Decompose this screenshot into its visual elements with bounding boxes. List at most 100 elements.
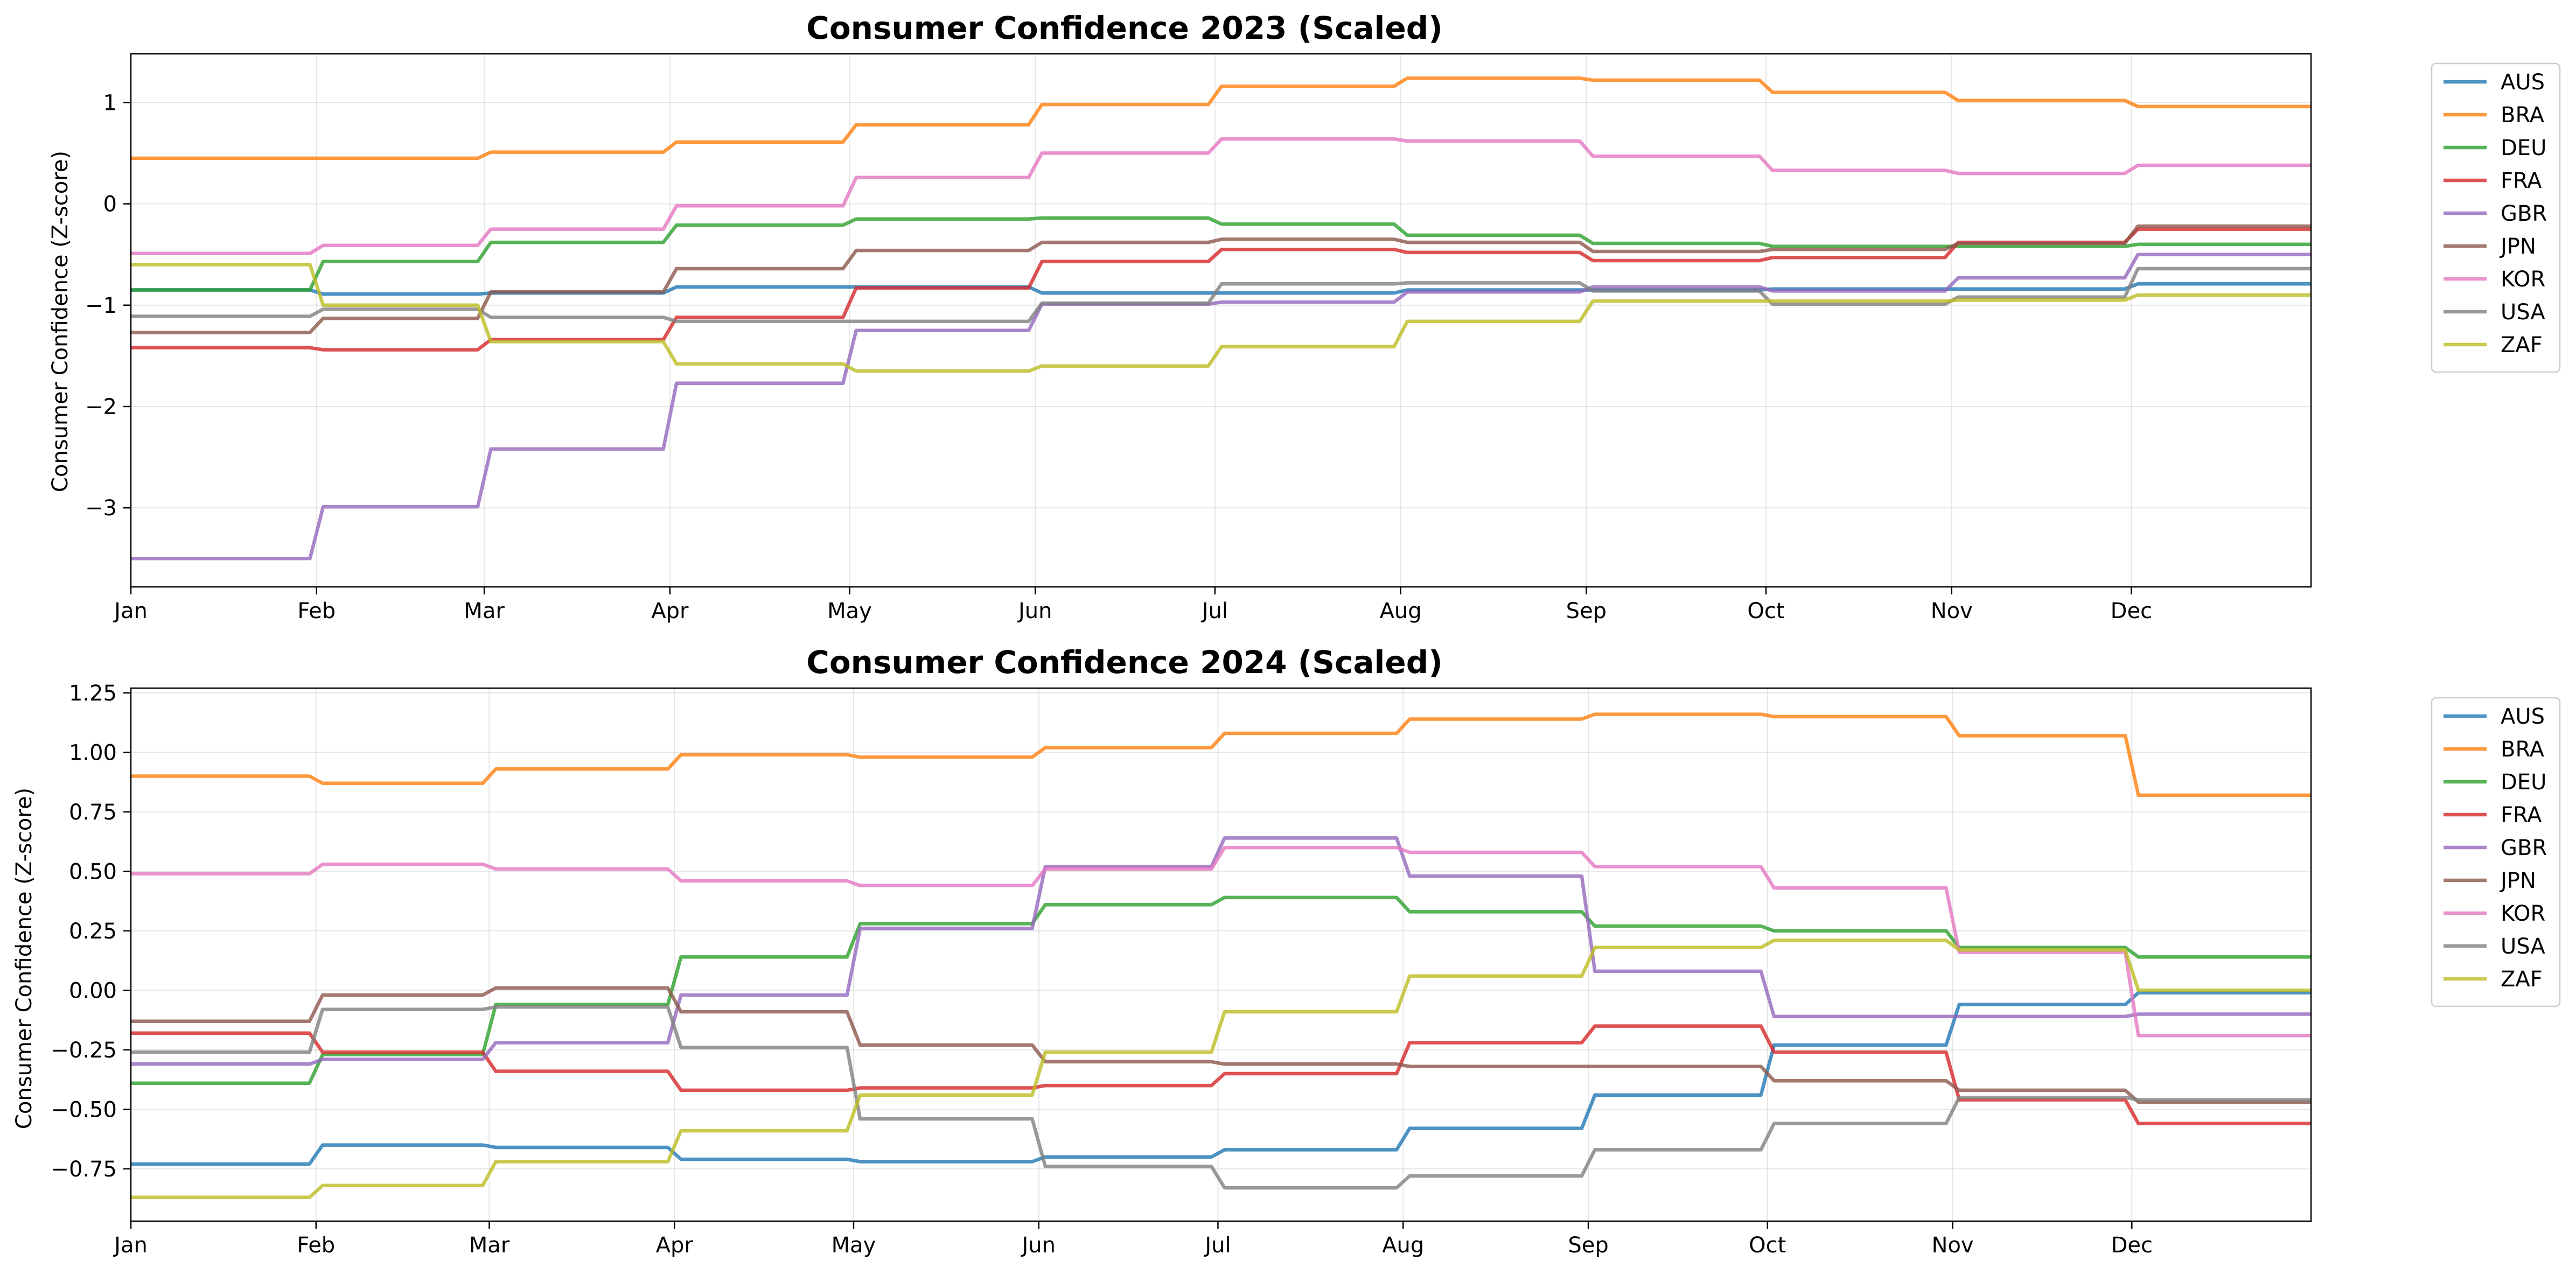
chart-2024: Consumer Confidence 2024 (Scaled) Consum… bbox=[12, 644, 2561, 1258]
y-axis: −0.75 −0.50 −0.25 0.00 0.25 0.50 0.75 1.00 1.25 bbox=[51, 681, 131, 1182]
legend-label: JPN bbox=[2499, 234, 2536, 259]
x-tick-label: Sep bbox=[1566, 599, 1607, 624]
legend-item: FRA bbox=[2444, 803, 2542, 828]
y-tick-label: 1.25 bbox=[69, 681, 117, 706]
legend-label: KOR bbox=[2501, 267, 2545, 292]
legend-item: JPN bbox=[2444, 234, 2536, 259]
x-tick-label: Mar bbox=[464, 599, 505, 624]
legend-label: KOR bbox=[2501, 901, 2545, 926]
y-tick-label: −0.50 bbox=[51, 1097, 117, 1122]
series-line-deu bbox=[131, 216, 2311, 292]
y-tick-label: 0.00 bbox=[69, 978, 117, 1003]
legend-box bbox=[2431, 62, 2561, 373]
chart-title: Consumer Confidence 2024 (Scaled) bbox=[806, 644, 1443, 681]
series-line-usa bbox=[131, 267, 2311, 324]
series-line-aus bbox=[131, 991, 2311, 1166]
legend-label: USA bbox=[2501, 300, 2545, 325]
x-tick-label: Nov bbox=[1932, 1233, 1974, 1258]
legend-item: KOR bbox=[2444, 901, 2545, 926]
legend-label: BRA bbox=[2501, 103, 2545, 128]
legend-item: AUS bbox=[2444, 704, 2545, 729]
x-axis: Jan Feb Mar Apr May Jun Jul Aug Sep Oct Nov Dec bbox=[113, 587, 2152, 624]
legend-label: FRA bbox=[2501, 169, 2542, 193]
series-line-zaf bbox=[131, 938, 2311, 1200]
legend: AUS BRA DEU FRA GBR JPN KOR USA ZAF bbox=[2431, 697, 2561, 1007]
y-tick-label: −0.75 bbox=[51, 1157, 117, 1182]
legend-label: FRA bbox=[2501, 803, 2542, 828]
y-tick-label: −2 bbox=[85, 395, 117, 419]
x-tick-label: May bbox=[827, 599, 872, 624]
x-tick-label: Aug bbox=[1380, 599, 1422, 624]
plot-frame bbox=[130, 53, 2312, 588]
x-tick-label: Mar bbox=[469, 1233, 510, 1258]
x-tick-label: Nov bbox=[1931, 599, 1973, 624]
series-line-fra bbox=[131, 227, 2311, 352]
grid bbox=[130, 54, 2311, 587]
legend-label: JPN bbox=[2499, 868, 2536, 893]
legend-item: JPN bbox=[2444, 868, 2536, 893]
legend-item: BRA bbox=[2444, 103, 2545, 128]
y-tick-label: 0.50 bbox=[69, 859, 117, 884]
series-line-deu bbox=[131, 895, 2311, 1085]
legend-label: GBR bbox=[2501, 201, 2547, 226]
x-tick-label: Jul bbox=[1203, 1233, 1231, 1258]
chart-title: Consumer Confidence 2023 (Scaled) bbox=[806, 10, 1443, 46]
series-line-bra bbox=[131, 76, 2311, 160]
series-line-gbr bbox=[131, 253, 2311, 561]
legend-item: GBR bbox=[2444, 836, 2547, 860]
legend-label: AUS bbox=[2501, 704, 2545, 729]
series-line-kor bbox=[131, 137, 2311, 256]
y-tick-label: 0.75 bbox=[69, 800, 117, 825]
series-line-jpn bbox=[131, 224, 2311, 334]
y-axis-label: Consumer Confidence (Z-score) bbox=[48, 151, 73, 492]
series-line-bra bbox=[131, 712, 2311, 797]
legend-item: USA bbox=[2444, 934, 2545, 959]
legend-item: ZAF bbox=[2444, 333, 2543, 358]
y-tick-label: 1.00 bbox=[69, 740, 117, 765]
legend-label: AUS bbox=[2501, 70, 2545, 95]
legend: AUS BRA DEU FRA GBR JPN KOR USA ZAF bbox=[2431, 62, 2561, 373]
x-tick-label: May bbox=[832, 1233, 876, 1258]
x-tick-label: Sep bbox=[1568, 1233, 1608, 1258]
legend-box bbox=[2431, 697, 2561, 1007]
legend-label: ZAF bbox=[2501, 333, 2543, 358]
series-line-kor bbox=[131, 845, 2311, 1038]
legend-item: GBR bbox=[2444, 201, 2547, 226]
plot-frame bbox=[130, 687, 2312, 1222]
y-tick-label: −3 bbox=[85, 496, 117, 521]
legend-label: BRA bbox=[2501, 737, 2545, 762]
x-tick-label: Oct bbox=[1747, 599, 1784, 624]
legend-item: AUS bbox=[2444, 70, 2545, 95]
y-tick-label: 0.25 bbox=[69, 919, 117, 944]
y-axis-label: Consumer Confidence (Z-score) bbox=[12, 788, 37, 1129]
y-tick-label: 1 bbox=[103, 90, 117, 115]
series-lines bbox=[131, 76, 2311, 561]
legend-item: KOR bbox=[2444, 267, 2545, 292]
y-tick-label: 0 bbox=[103, 192, 117, 217]
legend-label: DEU bbox=[2501, 770, 2546, 795]
x-tick-label: Jun bbox=[1017, 599, 1052, 624]
y-tick-label: −0.25 bbox=[51, 1038, 117, 1063]
legend-label: USA bbox=[2501, 934, 2545, 959]
legend-item: USA bbox=[2444, 300, 2545, 325]
legend-item: BRA bbox=[2444, 737, 2545, 762]
x-tick-label: Apr bbox=[651, 599, 689, 624]
x-tick-label: Apr bbox=[656, 1233, 694, 1258]
legend-label: DEU bbox=[2501, 136, 2546, 160]
series-line-usa bbox=[131, 1005, 2311, 1190]
chart-2023: Consumer Confidence 2023 (Scaled) Consum… bbox=[48, 10, 2561, 624]
x-tick-label: Feb bbox=[297, 599, 336, 624]
y-axis: −3 −2 −1 0 1 bbox=[85, 90, 131, 521]
legend-label: GBR bbox=[2501, 836, 2547, 860]
series-lines bbox=[131, 712, 2311, 1200]
x-tick-label: Jan bbox=[113, 599, 148, 624]
x-tick-label: Feb bbox=[297, 1233, 335, 1258]
legend-label: ZAF bbox=[2501, 967, 2543, 992]
series-line-zaf bbox=[131, 263, 2311, 373]
x-tick-label: Aug bbox=[1382, 1233, 1424, 1258]
x-tick-label: Jul bbox=[1200, 599, 1228, 624]
x-tick-label: Dec bbox=[2111, 1233, 2153, 1258]
legend-item: DEU bbox=[2444, 770, 2546, 795]
